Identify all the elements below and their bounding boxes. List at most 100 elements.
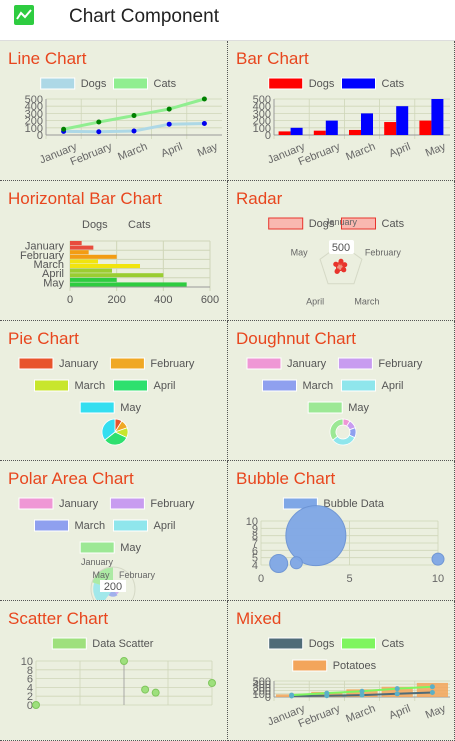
radar-axis-label: May xyxy=(291,247,309,257)
radar-point xyxy=(333,261,339,267)
chart-card-title: Bar Chart xyxy=(236,49,309,68)
bar-dogs xyxy=(419,120,432,135)
polar-slice xyxy=(108,589,118,597)
chart-card-hbar: Horizontal Bar Chart Dogs Cats 0 200 400 600 Ja… xyxy=(0,181,228,321)
polar-axis-label: May xyxy=(92,570,110,580)
legend-label: May xyxy=(120,402,141,414)
legend-swatch xyxy=(109,357,145,370)
bubble-point xyxy=(289,556,303,570)
legend-label: January xyxy=(59,358,99,370)
y-tick-label: 200 xyxy=(25,116,43,128)
y-tick-label: 5 xyxy=(252,553,258,565)
bubble-point xyxy=(285,505,347,567)
y-tick-label: March xyxy=(33,259,64,271)
x-tick-label: 600 xyxy=(201,294,219,306)
radar-axis-label: April xyxy=(306,297,324,307)
x-tick-label: 10 xyxy=(432,573,444,585)
line-point xyxy=(166,121,172,127)
chart-card-title: Radar xyxy=(236,189,283,208)
bar-cats xyxy=(361,113,373,135)
legend-swatch xyxy=(79,401,115,414)
radar-grid xyxy=(319,243,363,285)
x-tick-label: April xyxy=(159,141,184,160)
chart-card-title: Line Chart xyxy=(8,49,87,68)
radar-point xyxy=(342,262,348,268)
x-tick-label: March xyxy=(344,703,377,726)
chart-card-line: Line Chart Dogs Cats 0 100 200 300 400 500 Januar… xyxy=(0,41,228,181)
chart-canvas: January February March April May xyxy=(18,357,195,446)
bar-dogs xyxy=(278,131,291,135)
y-tick-label: 6 xyxy=(27,674,33,686)
line-point xyxy=(429,690,435,696)
scatter-point xyxy=(208,679,216,687)
legend-swatch xyxy=(246,357,282,370)
legend-label: Cats xyxy=(382,78,405,90)
legend-swatch xyxy=(113,77,148,90)
y-tick-label: 6 xyxy=(252,545,258,557)
line-point xyxy=(394,686,400,692)
chart-canvas: Dogs Cats 0 200 400 600 JanuaryFebruaryMarchAp… xyxy=(20,219,219,306)
legend-swatch xyxy=(109,497,145,510)
x-tick-label: 200 xyxy=(107,294,125,306)
doughnut-slice xyxy=(329,418,344,441)
hbar-dogs xyxy=(70,268,112,273)
chart-canvas: Dogs CatsPotatoes0100200300400500JanuaryF… xyxy=(253,637,450,730)
radar-point xyxy=(334,268,340,274)
legend-swatch xyxy=(51,637,87,650)
legend-label: May xyxy=(120,542,141,554)
polar-tick-label: 200 xyxy=(104,581,122,593)
app-header: Chart Component xyxy=(0,0,455,41)
x-tick-label: March xyxy=(344,141,377,164)
radar-point xyxy=(338,258,344,264)
chart-canvas: January February March April May xyxy=(246,357,423,446)
line-point xyxy=(166,106,172,112)
legend-swatch xyxy=(113,379,148,392)
scatter-point xyxy=(120,657,128,665)
legend-label: Dogs xyxy=(309,78,335,90)
legend-label: Cats xyxy=(128,219,151,231)
bubble-point xyxy=(431,552,445,566)
y-tick-label: 100 xyxy=(253,689,271,701)
legend-swatch xyxy=(18,357,54,370)
chart-card-title: Scatter Chart xyxy=(8,609,109,628)
hbar-cats xyxy=(70,245,94,250)
line-point xyxy=(61,126,67,132)
line-point xyxy=(96,119,102,125)
legend-label: March xyxy=(303,380,334,392)
legend-swatch xyxy=(262,379,297,392)
y-tick-label: 0 xyxy=(265,692,271,704)
legend-swatch xyxy=(341,637,376,650)
y-tick-label: 300 xyxy=(253,682,271,694)
y-tick-label: 4 xyxy=(27,682,33,694)
line-point xyxy=(394,691,400,697)
line-point xyxy=(289,692,295,698)
chart-card-polar: Polar Area Chart January February March Apri… xyxy=(0,461,228,601)
legend-swatch xyxy=(40,77,76,90)
y-tick-label: 9 xyxy=(252,523,258,535)
legend-swatch xyxy=(34,519,69,532)
legend-swatch xyxy=(341,217,376,230)
bar-dogs xyxy=(313,130,326,135)
legend-swatch xyxy=(341,379,376,392)
hbar-cats xyxy=(70,264,140,269)
x-tick-label: 400 xyxy=(154,294,172,306)
legend-label: Cats xyxy=(382,638,405,650)
radar-tick-label: 500 xyxy=(332,242,350,254)
legend-label: Data Scatter xyxy=(92,638,153,650)
legend-label: Bubble Data xyxy=(323,498,384,510)
x-tick-label: April xyxy=(387,703,412,722)
y-tick-label: 400 xyxy=(25,101,43,113)
legend-label: January xyxy=(287,358,327,370)
scatter-point xyxy=(141,685,150,694)
x-tick-label: March xyxy=(116,141,149,164)
legend-swatch xyxy=(34,379,69,392)
chart-canvas: January February March April May January May Fe… xyxy=(18,497,195,600)
chart-card-title: Mixed xyxy=(236,609,282,628)
legend-swatch xyxy=(79,541,115,554)
y-tick-label: 4 xyxy=(252,560,258,572)
y-tick-label: 8 xyxy=(252,531,258,543)
y-tick-label: 300 xyxy=(25,108,43,120)
y-tick-label: 10 xyxy=(246,516,258,528)
chart-canvas: Dogs Cats January February March April May 500 xyxy=(268,217,405,307)
